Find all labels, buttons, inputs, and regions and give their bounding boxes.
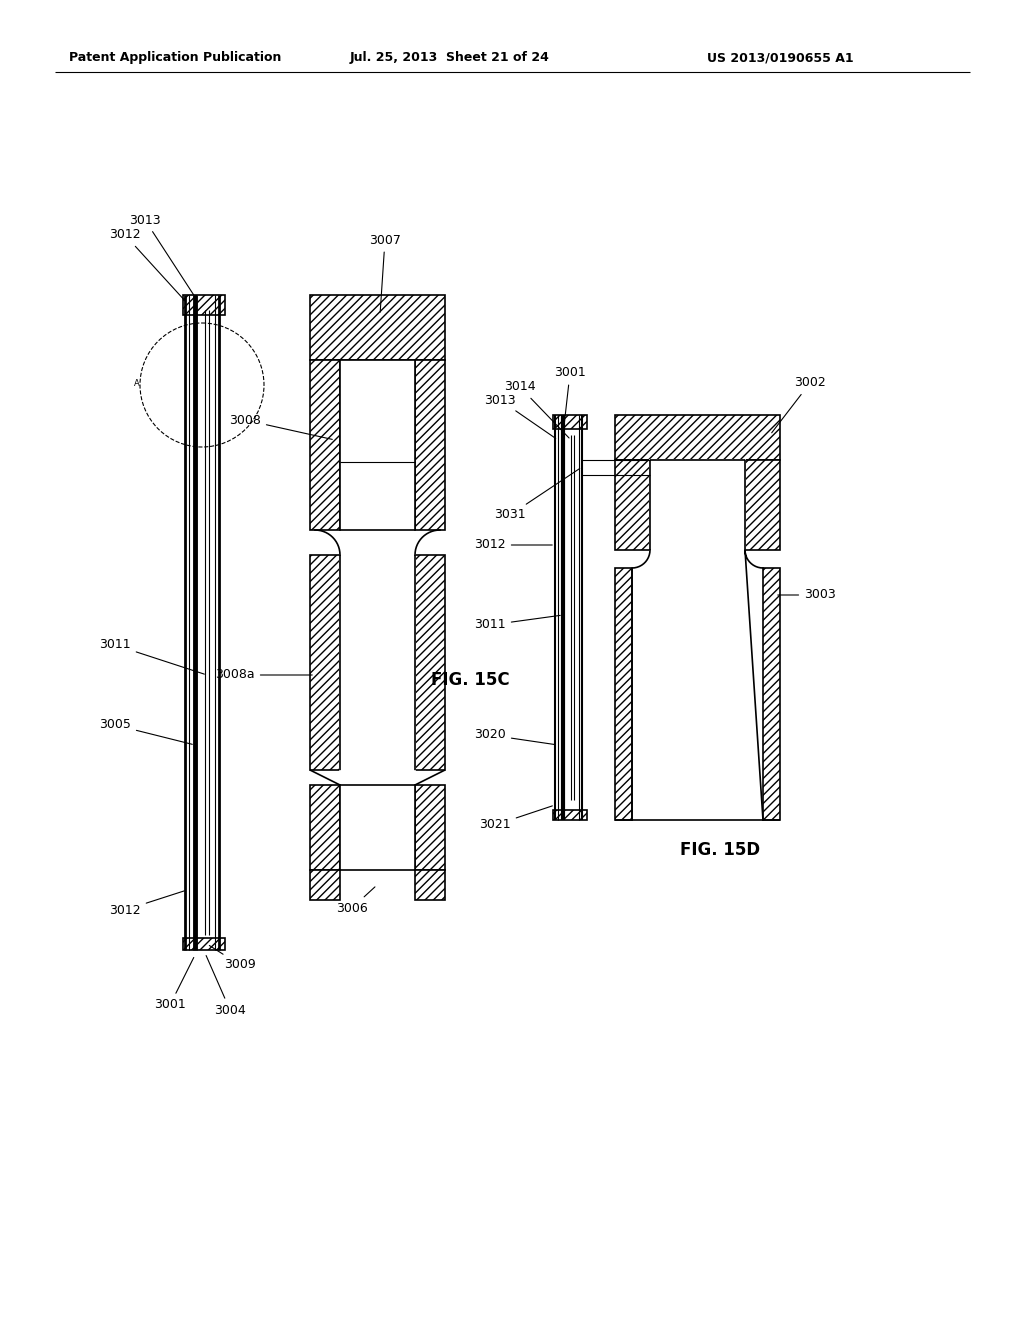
Polygon shape bbox=[615, 568, 632, 820]
Text: 3011: 3011 bbox=[99, 639, 205, 675]
Text: FIG. 15C: FIG. 15C bbox=[431, 671, 509, 689]
Text: 3013: 3013 bbox=[484, 393, 556, 438]
Polygon shape bbox=[310, 785, 340, 870]
Polygon shape bbox=[415, 870, 445, 900]
Polygon shape bbox=[553, 414, 587, 429]
Text: 3004: 3004 bbox=[206, 956, 246, 1016]
Polygon shape bbox=[745, 459, 780, 550]
Text: 3007: 3007 bbox=[369, 234, 401, 313]
Text: 3013: 3013 bbox=[129, 214, 196, 298]
Text: 3002: 3002 bbox=[772, 376, 826, 433]
Text: 3008a: 3008a bbox=[215, 668, 312, 681]
Text: 3008: 3008 bbox=[229, 413, 333, 440]
Polygon shape bbox=[310, 554, 340, 770]
Polygon shape bbox=[415, 360, 445, 531]
Polygon shape bbox=[183, 939, 225, 950]
Text: 3012: 3012 bbox=[110, 228, 185, 301]
Text: FIG. 15D: FIG. 15D bbox=[680, 841, 760, 859]
Text: 3031: 3031 bbox=[495, 469, 580, 521]
Polygon shape bbox=[310, 294, 445, 360]
Polygon shape bbox=[415, 554, 445, 770]
Text: 3012: 3012 bbox=[110, 891, 184, 916]
Polygon shape bbox=[183, 294, 225, 315]
Text: Patent Application Publication: Patent Application Publication bbox=[69, 51, 282, 65]
Polygon shape bbox=[615, 414, 780, 459]
Polygon shape bbox=[340, 554, 415, 770]
Text: 3006: 3006 bbox=[336, 887, 375, 915]
Polygon shape bbox=[615, 459, 650, 550]
Text: 3001: 3001 bbox=[155, 957, 194, 1011]
Polygon shape bbox=[763, 568, 780, 820]
Text: 3020: 3020 bbox=[474, 729, 555, 744]
Text: 3009: 3009 bbox=[209, 945, 256, 972]
Text: 3005: 3005 bbox=[99, 718, 193, 744]
Text: 3012: 3012 bbox=[474, 539, 552, 552]
Polygon shape bbox=[310, 360, 340, 531]
Polygon shape bbox=[340, 360, 415, 531]
Text: 3011: 3011 bbox=[474, 615, 560, 631]
Polygon shape bbox=[415, 785, 445, 870]
Text: 3003: 3003 bbox=[778, 589, 836, 602]
Text: A: A bbox=[134, 379, 140, 388]
Text: 3001: 3001 bbox=[554, 367, 586, 432]
Polygon shape bbox=[310, 870, 340, 900]
Polygon shape bbox=[553, 810, 587, 820]
Text: Jul. 25, 2013  Sheet 21 of 24: Jul. 25, 2013 Sheet 21 of 24 bbox=[350, 51, 550, 65]
Text: 3014: 3014 bbox=[504, 380, 569, 438]
Text: 3021: 3021 bbox=[479, 807, 552, 832]
Text: US 2013/0190655 A1: US 2013/0190655 A1 bbox=[707, 51, 853, 65]
Polygon shape bbox=[650, 459, 745, 550]
Polygon shape bbox=[340, 785, 415, 870]
